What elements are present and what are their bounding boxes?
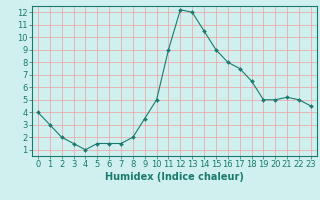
X-axis label: Humidex (Indice chaleur): Humidex (Indice chaleur) bbox=[105, 172, 244, 182]
